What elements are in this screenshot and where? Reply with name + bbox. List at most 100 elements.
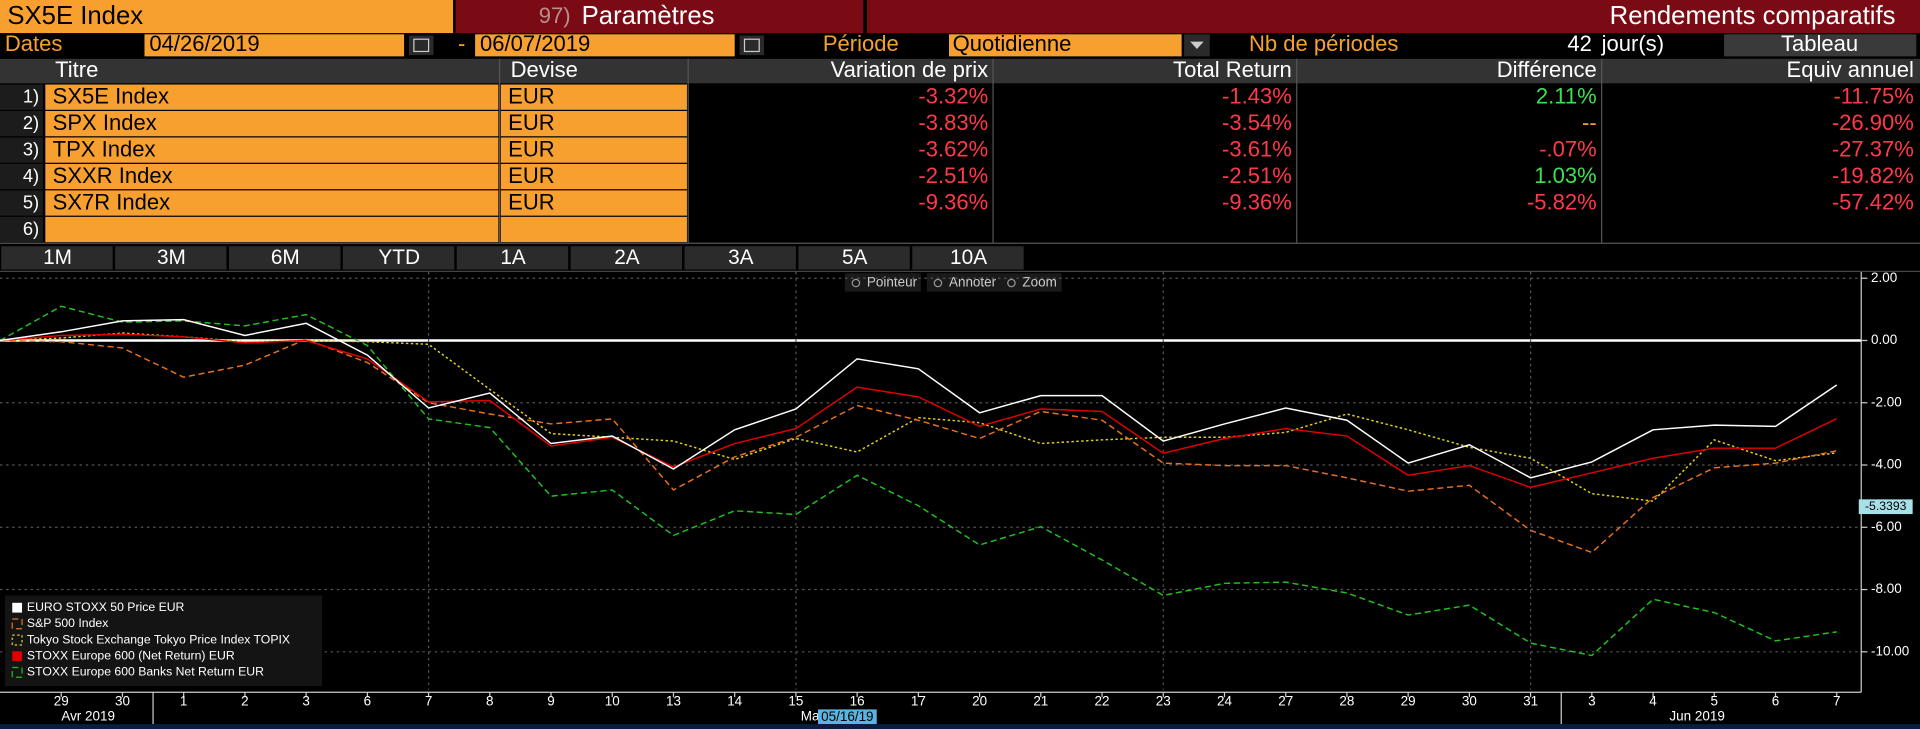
legend-swatch: [11, 634, 23, 646]
end-date-field[interactable]: [475, 34, 735, 57]
y-tick-label: 2.00: [1871, 270, 1897, 285]
column-header: Différence: [1497, 57, 1597, 82]
calendar-button[interactable]: [408, 35, 434, 56]
cell-text: SX7R Index: [53, 189, 171, 214]
x-tick-label: 29: [54, 694, 69, 709]
cell-value: --: [1582, 110, 1597, 135]
cell-value: -26.90%: [1832, 110, 1914, 135]
cell-text: SPX Index: [53, 110, 157, 135]
x-tick-label: 30: [1462, 694, 1477, 709]
cell-text: TPX Index: [53, 137, 156, 162]
row-number-bg: [0, 216, 43, 243]
range-button-label: 2A: [614, 246, 640, 269]
x-group-label: Jun 2019: [1669, 708, 1724, 723]
range-button-label: 1M: [43, 246, 72, 269]
menu-box[interactable]: [455, 0, 864, 34]
view-button[interactable]: [1724, 34, 1917, 57]
cell-value: -3.61%: [1222, 137, 1292, 162]
range-button-label: 10A: [950, 246, 987, 269]
range-button-label: YTD: [378, 246, 420, 269]
x-tick-label: 6: [1772, 694, 1779, 709]
cursor-date: 05/16/19: [821, 709, 873, 724]
legend-swatch: [11, 666, 23, 678]
row-number: 4): [23, 165, 39, 186]
date-separator: -: [458, 31, 465, 56]
range-button-label: 5A: [842, 246, 868, 269]
range-button-label: 3M: [157, 246, 186, 269]
period-field[interactable]: [948, 34, 1182, 57]
cell-value: -2.51%: [918, 163, 988, 188]
currency-cell[interactable]: [500, 111, 687, 137]
row-number-bg: [0, 190, 43, 216]
range-button[interactable]: [570, 246, 683, 270]
cell-value: -2.51%: [1222, 163, 1292, 188]
calendar-button[interactable]: [739, 35, 765, 56]
range-buttons: 1M 3M 6M YTD 1A 2A 3A 5A 10A: [1, 246, 1024, 270]
currency-cell[interactable]: [500, 163, 687, 190]
cell-value: -19.82%: [1832, 163, 1914, 188]
chart-tool[interactable]: [1000, 273, 1062, 292]
security-cell[interactable]: [45, 137, 499, 163]
cell-value: -27.37%: [1832, 137, 1914, 162]
row-number-bg: [0, 137, 43, 163]
cursor-value: -5.3393: [1865, 499, 1907, 513]
chart-tool[interactable]: [926, 273, 1003, 292]
range-button[interactable]: [1, 246, 113, 270]
row-number: 3): [23, 139, 39, 160]
chart-tool-icon: [1007, 278, 1016, 288]
y-tick-label: -2.00: [1871, 394, 1902, 409]
cell-value: -9.36%: [1222, 189, 1292, 214]
period-value: Quotidienne: [953, 31, 1072, 56]
x-tick-label: 10: [605, 694, 620, 709]
x-tick-label: 30: [115, 694, 130, 709]
column-header: Total Return: [1173, 57, 1292, 82]
cell-value: -1.43%: [1222, 84, 1292, 109]
currency-cell[interactable]: [500, 190, 687, 216]
security-cell[interactable]: [45, 84, 499, 110]
cell-value: -3.32%: [918, 84, 988, 109]
currency-cell[interactable]: [500, 216, 687, 243]
range-button[interactable]: [684, 246, 796, 270]
chart-tool-icon: [851, 278, 861, 288]
cell-value: -3.83%: [918, 110, 988, 135]
cell-text: EUR: [508, 137, 555, 162]
cell-value: 2.11%: [1536, 84, 1597, 109]
start-date-field[interactable]: [144, 34, 405, 57]
row-number: 1): [23, 86, 39, 107]
legend-swatch: [11, 618, 23, 630]
x-tick-label: 31: [1523, 694, 1538, 709]
x-tick-label: 20: [972, 694, 987, 709]
chart-tool-label: Annoter: [949, 275, 997, 290]
legend-label: EURO STOXX 50 Price EUR: [27, 600, 185, 614]
range-button[interactable]: [912, 246, 1024, 270]
security-cell[interactable]: [45, 190, 499, 216]
legend-box: [4, 595, 323, 687]
currency-cell[interactable]: [500, 137, 687, 163]
x-tick-label: 3: [302, 694, 309, 709]
series-line: [0, 338, 1837, 554]
range-button[interactable]: [342, 246, 455, 270]
dropdown-arrow: [1190, 41, 1204, 50]
security-cell[interactable]: [45, 111, 499, 137]
x-tick-label: 16: [850, 694, 865, 709]
x-tick-label: 9: [547, 694, 554, 709]
table-header-bg: [0, 58, 1920, 84]
chart-tool-label: Pointeur: [867, 275, 918, 290]
range-button[interactable]: [228, 246, 341, 270]
row-number-bg: [0, 163, 43, 190]
range-button[interactable]: [115, 246, 227, 270]
column-header: Variation de prix: [831, 57, 989, 82]
legend-label: S&P 500 Index: [27, 616, 108, 630]
legend-label: STOXX Europe 600 Banks Net Return EUR: [27, 665, 264, 679]
range-button[interactable]: [456, 246, 569, 270]
period-label: Période: [823, 31, 899, 56]
x-tick-label: 4: [1649, 694, 1657, 709]
security-cell[interactable]: [45, 163, 499, 190]
range-button[interactable]: [798, 246, 910, 270]
menu-number: 97): [539, 3, 571, 28]
column-header: Equiv annuel: [1787, 57, 1914, 82]
calendar-icon: [743, 38, 760, 53]
security-cell[interactable]: [45, 216, 499, 243]
currency-cell[interactable]: [500, 84, 687, 110]
security-box[interactable]: [0, 0, 454, 34]
